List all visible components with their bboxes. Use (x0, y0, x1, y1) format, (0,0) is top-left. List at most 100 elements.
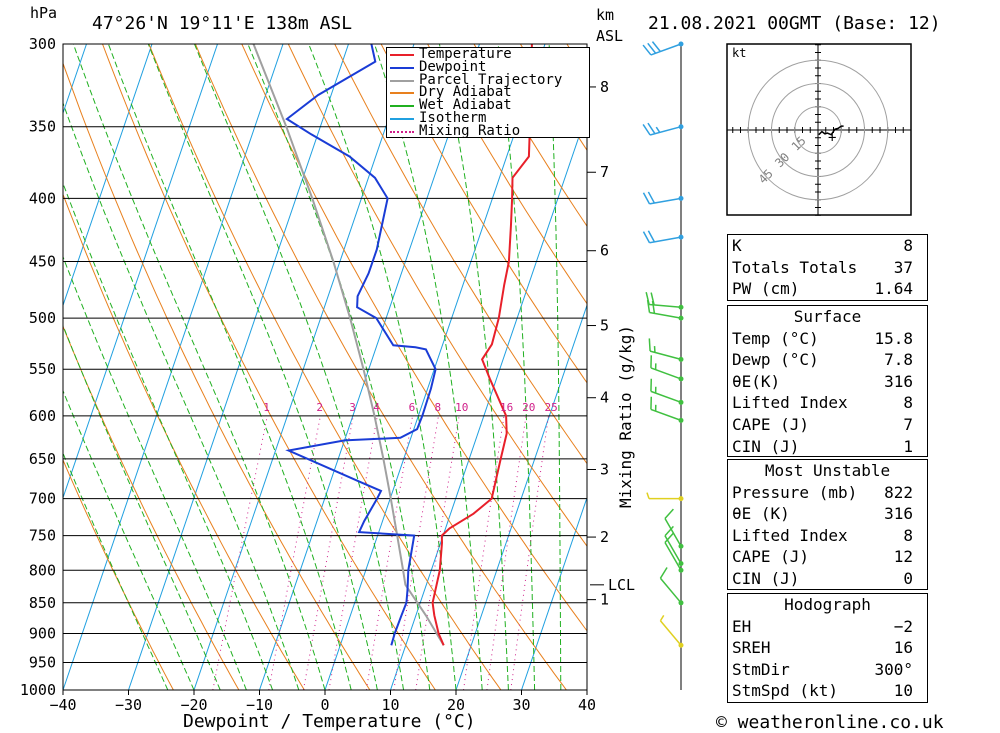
dry-adiabat-line (473, 44, 587, 228)
km-tick-label: 3 (600, 460, 609, 478)
most-unstable-row: CAPE (J) 12 (728, 546, 927, 568)
pressure-tick-label: 500 (29, 309, 56, 327)
hodograph-stat-label: StmDir (732, 659, 790, 679)
pressure-tick-label: 600 (29, 407, 56, 425)
km-tick-label: 5 (600, 317, 609, 335)
hodograph-stat-value: 10 (893, 681, 913, 701)
index-value: 1.64 (874, 279, 913, 299)
surface-row: Temp (°C) 15.8 (728, 328, 927, 350)
mixing-ratio-label: 20 (522, 401, 535, 414)
legend-swatch (390, 79, 414, 82)
km-tick-label: 4 (600, 389, 609, 407)
most-unstable-row: θE (K) 316 (728, 503, 927, 525)
surface-row: CIN (J) 1 (728, 436, 927, 458)
index-value: 8 (903, 236, 913, 255)
surface-panel: Surface Temp (°C) 15.8 Dewp (°C) 7.8 θE(K) 31… (727, 305, 928, 457)
pressure-tick-label: 850 (29, 594, 56, 612)
wind-barb (650, 355, 684, 382)
axis-tick-labels: 3003504004505005506006507007508008509009… (20, 35, 596, 714)
mixing-ratio-label: 10 (455, 401, 468, 414)
surface-row: Lifted Index 8 (728, 392, 927, 414)
pressure-tick-label: 550 (29, 360, 56, 378)
wind-barb (650, 378, 684, 405)
mixing-ratio-line (510, 415, 549, 690)
mixing-ratio-label: 16 (500, 401, 513, 414)
surface-value: 7.8 (884, 350, 913, 370)
mixing-ratio-label: 25 (545, 401, 558, 414)
isotherm-line (63, 44, 153, 307)
chart-legend: Temperature Dewpoint Parcel Trajectory Dry … (386, 47, 590, 138)
most-unstable-value: 12 (893, 547, 913, 567)
legend-item: Mixing Ratio (387, 122, 589, 139)
legend-label: Isotherm (419, 109, 487, 126)
x-tick-label: 0 (320, 696, 329, 714)
pressure-tick-label: 400 (29, 189, 56, 207)
surface-value: 7 (903, 414, 913, 434)
pressure-tick-label: 1000 (20, 681, 56, 699)
legend-item: Temperature (387, 46, 589, 62)
hodograph-stat-row: StmSpd (kt) 10 (728, 680, 927, 702)
x-tick-label: −10 (246, 696, 273, 714)
isotherm-line (128, 44, 350, 690)
wet-adiabat-line (147, 44, 378, 690)
wind-barb (646, 299, 684, 321)
mixing-ratio-line (328, 415, 378, 690)
hodograph-stats-panel: Hodograph EH −2 SREH 16 StmDir 300° StmSpd (kt… (727, 593, 928, 703)
surface-row: θE(K) 316 (728, 371, 927, 393)
legend-swatch (390, 130, 414, 133)
wind-barbs (642, 41, 684, 690)
mixing-ratio-labels: 1 2 3 4 6 8 10 16 20 25 (263, 401, 557, 414)
dry-adiabat-line (380, 44, 587, 384)
wet-adiabat-line (438, 44, 509, 690)
asl-unit-label: ASL (596, 27, 623, 45)
index-label: K (732, 236, 742, 255)
index-label: Totals Totals (732, 257, 858, 277)
surface-row: CAPE (J) 7 (728, 414, 927, 436)
km-tick-label: 2 (600, 528, 609, 546)
legend-item: Isotherm (387, 109, 589, 126)
mixing-ratio-line (415, 415, 460, 690)
legend-label: Dry Adiabat (419, 84, 512, 101)
surface-label: Lifted Index (732, 393, 848, 413)
dry-adiabat-line (148, 44, 502, 690)
parcel-trajectory-line (252, 44, 445, 646)
most-unstable-row: Lifted Index 8 (728, 525, 927, 547)
x-tick-label: 30 (512, 696, 530, 714)
dry-adiabat-line (63, 62, 371, 690)
most-unstable-row: CIN (J) 0 (728, 568, 927, 590)
km-tick-label: 6 (600, 242, 609, 260)
surface-label: Temp (°C) (732, 328, 819, 348)
legend-swatch (390, 105, 414, 108)
surface-label: θE(K) (732, 371, 781, 391)
isotherm-line (455, 303, 587, 690)
legend-label: Temperature (419, 46, 512, 62)
dry-adiabat-line (970, 26, 1000, 690)
mixing-ratio-label: 3 (349, 401, 356, 414)
surface-value: 15.8 (874, 328, 913, 348)
legend-label: Dewpoint (419, 58, 487, 75)
hodograph-stat-value: 300° (874, 659, 913, 679)
legend-label: Mixing Ratio (419, 122, 521, 139)
x-tick-label: 10 (381, 696, 399, 714)
pressure-unit-label: hPa (30, 4, 57, 22)
surface-row: Dewp (°C) 7.8 (728, 349, 927, 371)
hodograph-stats-title: Hodograph (784, 595, 871, 614)
wet-adiabat-line (497, 44, 536, 690)
dry-adiabat-line (194, 44, 567, 690)
index-label: PW (cm) (732, 279, 800, 299)
hodograph-stat-value: 16 (893, 638, 913, 658)
mixing-ratio-line (268, 415, 321, 690)
wet-adiabat-line (247, 44, 431, 690)
legend-item: Wet Adiabat (387, 98, 589, 112)
index-row: Totals Totals 37 (728, 257, 927, 279)
isotherm-line (521, 496, 587, 690)
pressure-tick-label: 650 (29, 450, 56, 468)
wind-barb (642, 122, 684, 136)
most-unstable-value: 822 (884, 482, 913, 502)
wind-barb (659, 567, 684, 606)
wet-adiabat-line (586, 636, 587, 690)
legend-item: Parcel Trajectory (387, 73, 589, 86)
most-unstable-label: Pressure (mb) (732, 482, 858, 502)
x-tick-label: −40 (49, 696, 76, 714)
surface-value: 1 (903, 436, 913, 456)
